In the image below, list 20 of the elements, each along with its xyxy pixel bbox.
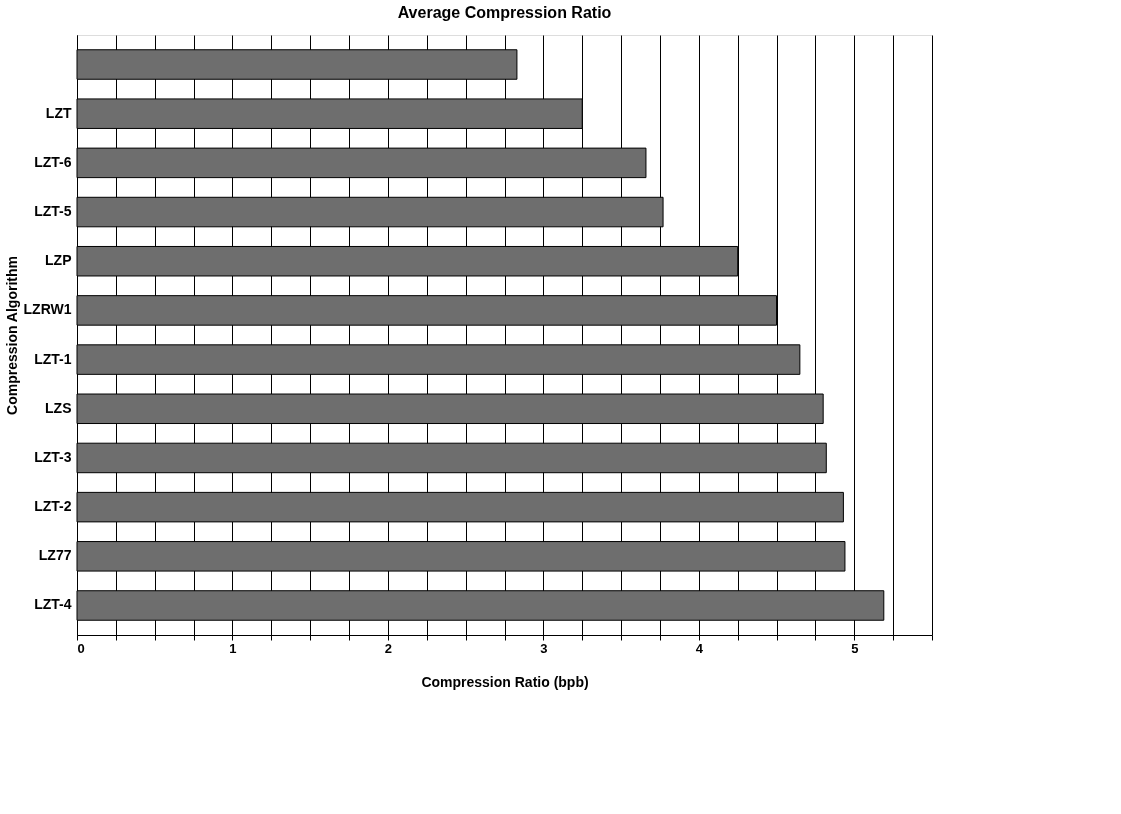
y-tick-label: LZT-5 <box>34 203 72 220</box>
chart-title: Average Compression Ratio <box>397 4 612 21</box>
y-tick-label: LZS <box>45 399 72 416</box>
x-tick-label: 5 <box>851 640 859 656</box>
x-tick-label: 3 <box>540 640 548 656</box>
y-tick-label: LZT <box>45 104 72 121</box>
x-axis-title: Compression Ratio (bpb) <box>421 673 589 690</box>
y-tick-label: LZT-3 <box>34 448 72 465</box>
y-tick-label: LZP <box>45 252 72 269</box>
y-axis-title: Compression Algorithm <box>3 256 20 415</box>
x-tick-label: 4 <box>695 640 704 656</box>
y-tick-label: LZRW1 <box>23 301 72 318</box>
x-tick-label: 1 <box>229 640 237 656</box>
x-tick-label: 2 <box>384 640 393 656</box>
y-tick-label: LZT-2 <box>34 498 72 515</box>
y-tick-label: LZT-4 <box>34 596 72 613</box>
y-tick-label: LZ77 <box>38 547 72 564</box>
x-tick-label: 0 <box>77 640 85 656</box>
y-tick-label: LZT-1 <box>34 350 72 367</box>
y-tick-label: LZT-6 <box>34 153 72 170</box>
